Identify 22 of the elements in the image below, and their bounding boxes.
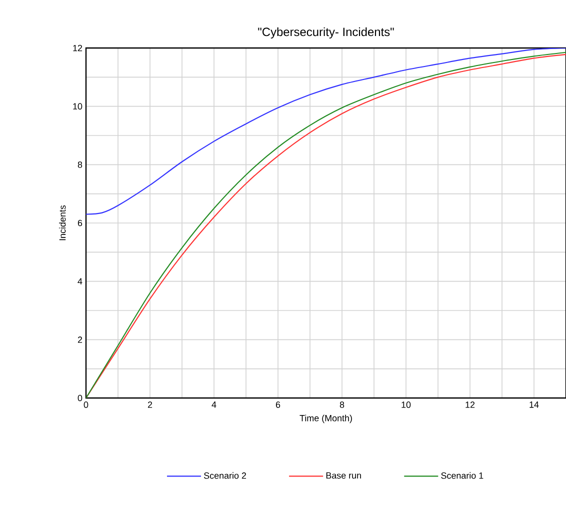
chart-title: "Cybersecurity- Incidents" <box>258 27 394 39</box>
y-tick-label: 12 <box>73 44 82 52</box>
y-axis-title: Incidents <box>59 205 66 240</box>
y-tick-label: 10 <box>73 103 82 110</box>
x-tick-label: 6 <box>276 402 280 408</box>
x-tick-label: 8 <box>340 402 344 408</box>
x-tick-label: 14 <box>530 402 539 408</box>
x-tick-label: 10 <box>402 402 411 408</box>
x-tick-label: 12 <box>466 402 475 408</box>
y-tick-label: 4 <box>78 278 82 284</box>
x-axis-title: Time (Month) <box>300 414 352 424</box>
legend-label: Base run <box>326 472 361 479</box>
legend-label: Scenario 2 <box>204 472 246 479</box>
line-series <box>86 48 566 215</box>
x-tick-label: 4 <box>212 402 216 408</box>
y-tick-label: 0 <box>78 394 82 402</box>
x-tick-label: 2 <box>148 402 152 408</box>
legend-label: Scenario 1 <box>441 472 484 479</box>
y-tick-label: 2 <box>78 336 82 343</box>
y-tick-label: 8 <box>78 161 82 168</box>
y-tick-label: 6 <box>78 220 82 226</box>
x-tick-label: 0 <box>84 402 88 408</box>
